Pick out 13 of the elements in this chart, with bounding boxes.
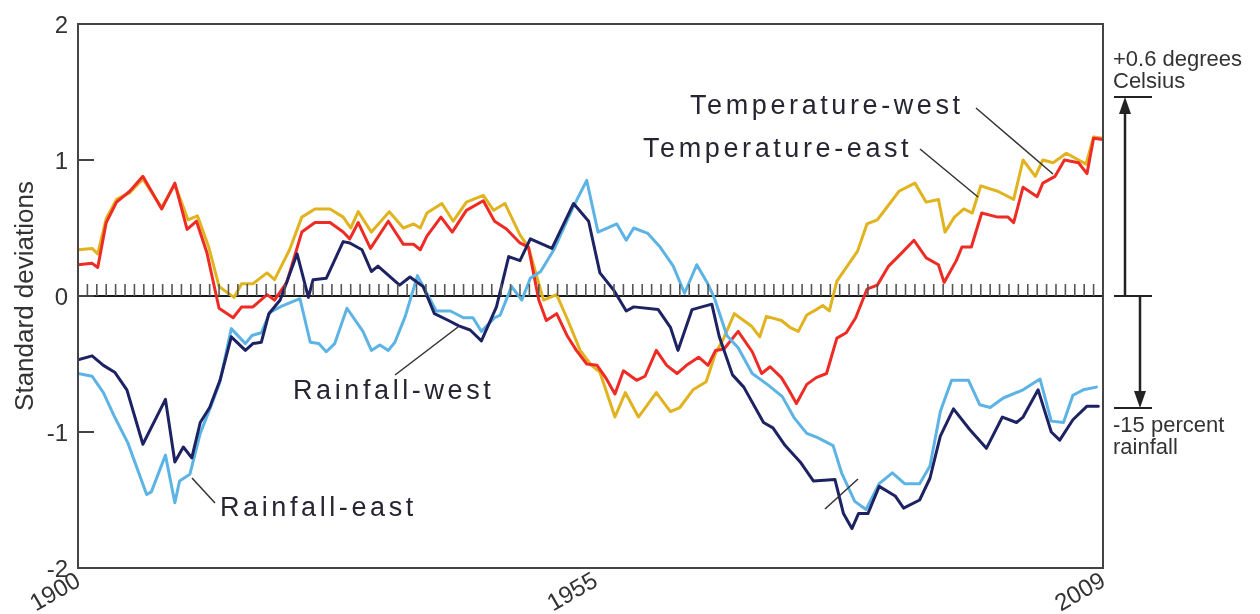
text: Temperature-west	[690, 90, 964, 120]
y-tick-label: -1	[46, 418, 68, 446]
y-tick-label: 2	[54, 10, 68, 38]
series-label: Rainfall-east	[220, 492, 417, 522]
y-axis-title: Standard deviations	[9, 181, 40, 411]
x-tick-label: 1955	[541, 565, 602, 614]
series-label: Rainfall-west	[293, 375, 495, 405]
text: -15 percent rainfall	[1113, 412, 1225, 459]
series-label: Temperature-east	[643, 133, 913, 163]
y-tick-label: 1	[54, 146, 68, 174]
text: +0.6 degrees Celsius	[1113, 46, 1243, 93]
x-tick-label: 2009	[1049, 565, 1110, 614]
y-tick-label: 0	[54, 282, 68, 310]
